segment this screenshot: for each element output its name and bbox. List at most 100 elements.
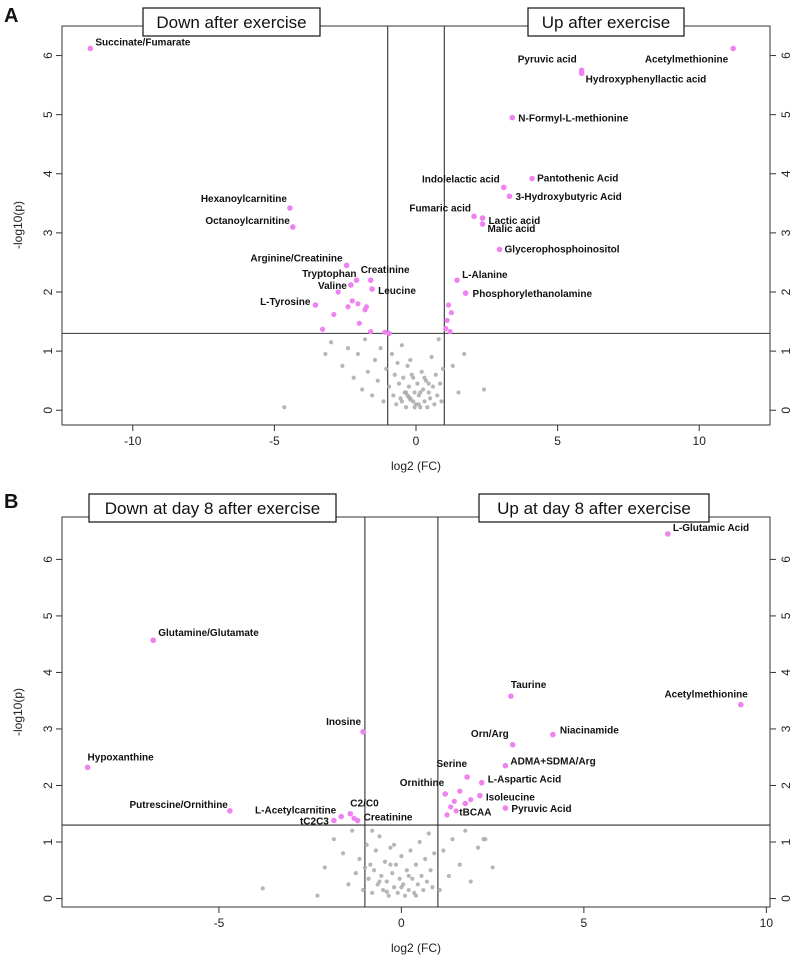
y-tick-label-right: 4 <box>779 669 793 676</box>
labeled-point <box>227 808 233 814</box>
significant-point <box>444 317 450 323</box>
labeled-point <box>665 531 671 537</box>
nonsignificant-point <box>456 390 461 395</box>
nonsignificant-point <box>415 381 420 386</box>
x-tick-label: 10 <box>693 434 707 448</box>
nonsignificant-point <box>377 834 382 839</box>
point-label: Tryptophan <box>302 269 356 280</box>
y-tick-label-left: 5 <box>41 612 55 619</box>
nonsignificant-point <box>481 837 486 842</box>
nonsignificant-point <box>315 893 320 898</box>
x-tick-label: 0 <box>413 434 420 448</box>
labeled-point <box>369 286 375 292</box>
nonsignificant-point <box>370 828 375 833</box>
y-tick-label-right: 6 <box>779 556 793 563</box>
labeled-point <box>347 810 354 817</box>
labeled-point <box>290 224 296 230</box>
nonsignificant-point <box>413 893 419 898</box>
nonsignificant-point <box>395 890 400 895</box>
nonsignificant-point <box>412 390 417 395</box>
panel-a: A -10 -5 0 5 10 0 0 1 1 2 2 3 3 4 4 5 5 6 6 log2 (FC) -log10(… <box>4 5 793 473</box>
point-label: Lactic acid <box>489 216 541 227</box>
nonsignificant-point <box>378 346 383 351</box>
nonsignificant-point <box>457 862 462 867</box>
labeled-point <box>502 805 509 811</box>
labeled-point <box>462 290 469 296</box>
point-label: ADMA+SDMA/Arg <box>510 757 595 768</box>
nonsignificant-point <box>392 885 397 890</box>
significant-point <box>331 311 337 318</box>
labeled-point <box>367 277 374 283</box>
nonsignificant-point <box>260 886 265 891</box>
nonsignificant-point <box>411 375 416 380</box>
plot-frame <box>61 516 771 908</box>
point-label: Putrescine/Ornithine <box>130 800 229 811</box>
y-tick-label-right: 4 <box>779 170 793 177</box>
point-label: L-Acetylcarnitine <box>255 806 337 817</box>
nonsignificant-point <box>346 882 351 887</box>
point-label: Pyruvic acid <box>518 54 577 65</box>
panel-letter: B <box>4 491 18 513</box>
nonsignificant-point <box>436 337 441 342</box>
x-tick-label: 5 <box>554 434 561 448</box>
nonsignificant-point <box>389 351 395 357</box>
nonsignificant-point <box>328 340 334 345</box>
significant-point <box>443 326 449 332</box>
nonsignificant-point <box>282 405 287 410</box>
point-label: Niacinamide <box>560 726 619 737</box>
y-tick-label-right: 1 <box>779 838 793 845</box>
x-tick-label: -5 <box>269 434 280 448</box>
point-label: Acetylmethionine <box>645 54 729 65</box>
point-label: Valine <box>318 281 347 292</box>
nonsignificant-point <box>439 399 444 404</box>
point-label: Indolelactic acid <box>422 174 500 185</box>
labeled-point <box>287 205 293 211</box>
point-label: Malic acid <box>488 224 536 235</box>
point-label: Orn/Arg <box>471 729 509 740</box>
significant-point <box>362 307 368 313</box>
labeled-point <box>738 701 744 708</box>
significant-point <box>345 304 351 310</box>
significant-point <box>382 329 388 335</box>
significant-point <box>445 302 452 308</box>
nonsignificant-point <box>429 354 434 360</box>
significant-point <box>444 812 450 818</box>
y-tick-label-right: 1 <box>779 347 793 354</box>
nonsignificant-point <box>382 859 388 864</box>
nonsignificant-point <box>417 839 422 845</box>
nonsignificant-point <box>419 369 424 374</box>
point-label: Creatinine <box>361 265 410 276</box>
point-label: Glutamine/Glutamate <box>158 628 259 639</box>
point-label: Hexanoylcarnitine <box>201 194 288 205</box>
point-label: Hypoxanthine <box>88 752 155 763</box>
callout-box <box>142 7 321 37</box>
nonsignificant-point <box>437 887 442 893</box>
point-label: Creatinine <box>364 813 413 824</box>
nonsignificant-point <box>345 346 351 351</box>
nonsignificant-point <box>412 405 417 410</box>
nonsignificant-point <box>418 390 423 395</box>
nonsignificant-point <box>423 856 428 862</box>
callout-box <box>88 493 337 523</box>
labeled-point <box>506 193 513 200</box>
y-tick-label-left: 0 <box>41 407 55 414</box>
point-label: L-Alanine <box>462 270 508 281</box>
nonsignificant-point <box>408 848 413 853</box>
nonsignificant-point <box>406 887 411 893</box>
point-label: Ornithine <box>400 778 445 789</box>
labeled-point <box>730 45 736 52</box>
nonsignificant-point <box>422 375 427 380</box>
nonsignificant-point <box>384 889 389 894</box>
point-label: Octanoylcarnitine <box>205 216 290 227</box>
nonsignificant-point <box>381 399 386 404</box>
y-tick-label-right: 2 <box>779 782 793 789</box>
nonsignificant-point <box>384 879 389 884</box>
point-label: Acetylmethionine <box>664 690 748 701</box>
labeled-point <box>479 215 486 221</box>
nonsignificant-point <box>388 862 393 867</box>
significant-point <box>453 808 459 814</box>
nonsignificant-point <box>437 381 443 386</box>
nonsignificant-point <box>355 351 361 357</box>
labeled-point <box>462 800 469 807</box>
